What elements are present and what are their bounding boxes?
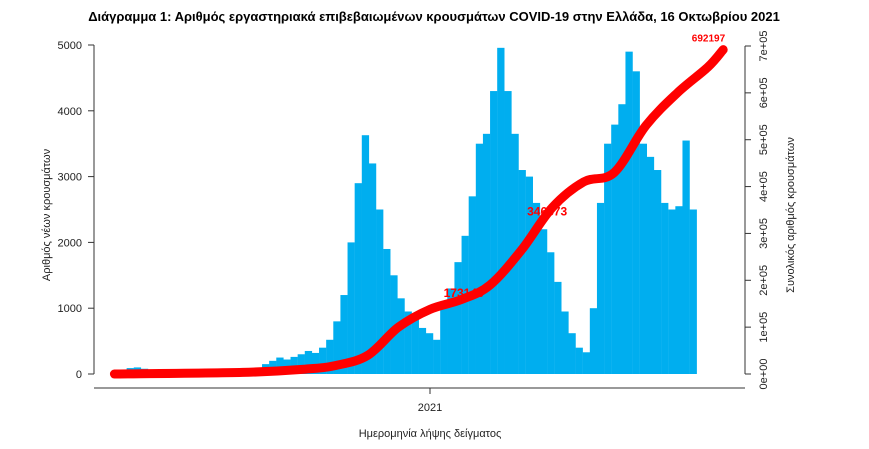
bars-group: [112, 47, 697, 374]
bar: [490, 91, 498, 374]
bar: [361, 135, 370, 374]
bar: [482, 133, 491, 374]
bar: [575, 347, 583, 374]
bar: [568, 333, 576, 374]
bar: [297, 354, 305, 374]
bar: [390, 275, 398, 374]
y-tick-label: 2000: [58, 237, 82, 249]
bar: [618, 104, 626, 374]
bar: [661, 202, 669, 374]
bar: [596, 202, 605, 374]
x-tick-label: 2021: [418, 402, 442, 414]
bar: [646, 156, 655, 374]
bar: [518, 170, 526, 374]
bar: [561, 311, 569, 374]
bar: [532, 202, 541, 374]
bar: [368, 163, 377, 374]
y-tick-label: 4000: [58, 106, 82, 118]
bar: [547, 252, 555, 374]
y2-tick-label: 4e+05: [758, 171, 770, 202]
bar: [497, 47, 505, 374]
bar: [682, 140, 690, 374]
bar: [276, 357, 284, 374]
bar: [539, 229, 548, 374]
bar: [653, 170, 662, 374]
bar: [625, 51, 633, 374]
bar: [347, 242, 355, 374]
bar: [461, 235, 469, 374]
bar: [411, 314, 419, 374]
y-tick-label: 1000: [58, 303, 82, 315]
bar: [383, 248, 391, 374]
bar: [376, 209, 384, 374]
y-axis-label: Αριθμός νέων κρουσμάτων: [41, 148, 53, 281]
bar: [504, 91, 512, 374]
chart-title: Διάγραμμα 1: Αριθμός εργαστηριακά επιβεβ…: [88, 9, 780, 24]
bar: [333, 321, 341, 374]
y2-tick-label: 1e+05: [758, 312, 770, 343]
bar: [611, 124, 619, 374]
y2-tick-label: 5e+05: [758, 124, 770, 155]
bar: [433, 339, 441, 374]
bar: [589, 308, 598, 374]
bar: [582, 352, 590, 374]
bar: [668, 209, 676, 374]
y2-tick-label: 2e+05: [758, 265, 770, 296]
bar: [319, 347, 327, 374]
bar: [326, 339, 334, 374]
bar: [689, 209, 697, 374]
bar: [340, 295, 348, 374]
cumulative-line: [109, 45, 728, 379]
bar: [404, 311, 412, 374]
y2-tick-label: 0e+00: [758, 359, 770, 390]
bar: [675, 206, 683, 374]
y-tick-label: 5000: [58, 40, 82, 52]
bar: [604, 143, 612, 374]
y2-tick-label: 6e+05: [758, 77, 770, 108]
bar: [454, 262, 462, 374]
bar: [311, 352, 320, 374]
axes-group: 0 1000 2000 3000 4000 5000 0e+00 1e+05 2e+05 3e+0…: [58, 31, 770, 414]
x-axis-label: Ημερομηνία λήψης δείγματος: [359, 428, 502, 440]
y2-axis-label: Συνολικός αριθμός κρουσμάτων: [785, 137, 797, 293]
bar: [397, 298, 405, 374]
y2-tick-label: 7e+05: [758, 31, 770, 62]
bar: [354, 183, 362, 374]
bar: [440, 308, 448, 374]
bar: [639, 143, 648, 374]
bar: [418, 327, 427, 374]
y-tick-label: 3000: [58, 172, 82, 184]
bar: [525, 176, 533, 374]
annotation-label: 692197: [692, 34, 726, 45]
bar: [425, 333, 434, 374]
bar: [447, 288, 455, 374]
bar: [475, 143, 484, 374]
bar: [554, 281, 562, 374]
bar: [304, 350, 313, 374]
y-tick-label: 0: [76, 369, 82, 381]
bar: [632, 71, 640, 374]
bar: [468, 196, 476, 374]
y2-tick-label: 3e+05: [758, 218, 770, 249]
annotations-group: 692197: [692, 34, 726, 45]
